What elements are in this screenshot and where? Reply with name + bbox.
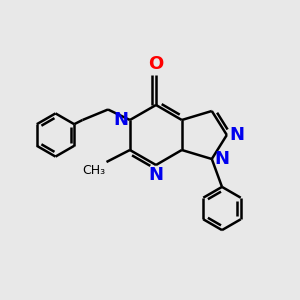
Text: N: N	[148, 167, 164, 184]
Text: N: N	[229, 126, 244, 144]
Text: CH₃: CH₃	[82, 164, 105, 176]
Text: N: N	[214, 150, 229, 168]
Text: N: N	[113, 111, 128, 129]
Text: O: O	[148, 55, 164, 73]
